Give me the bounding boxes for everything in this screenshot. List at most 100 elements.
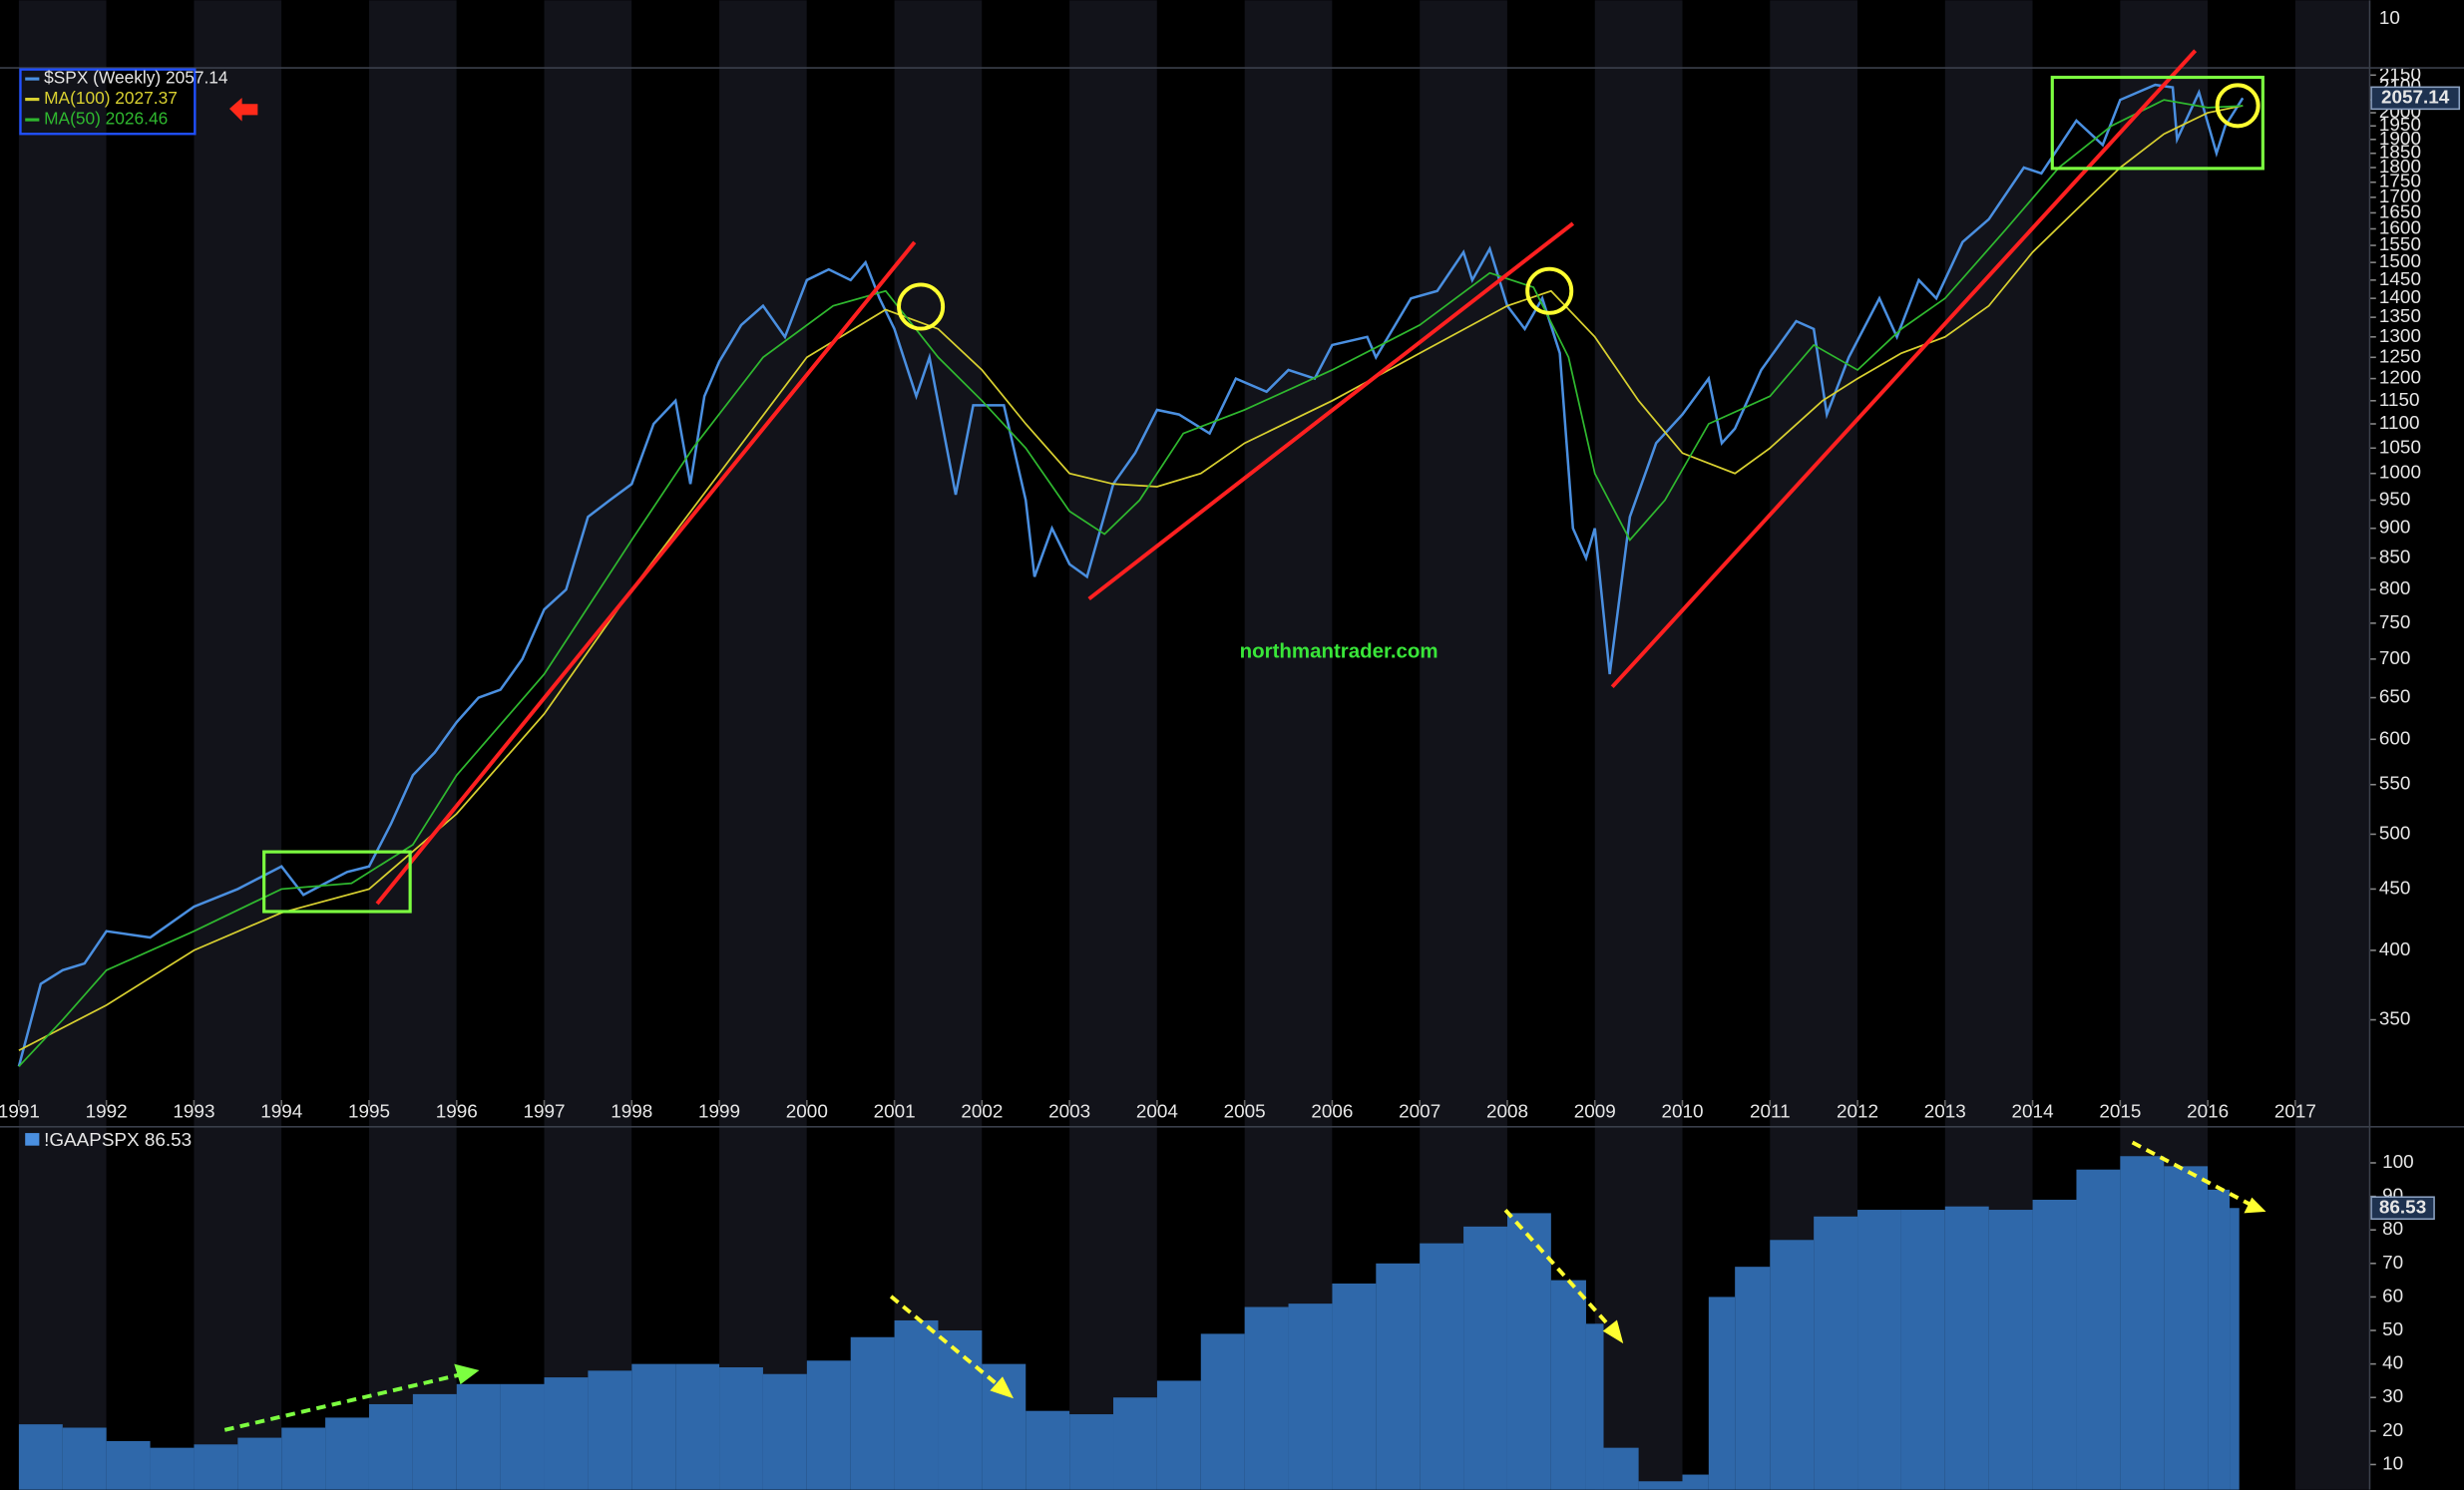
bar <box>106 1440 151 1490</box>
bar <box>500 1383 545 1490</box>
y-tick-label: 1450 <box>2379 269 2421 290</box>
strip-tick-label: 10 <box>2379 8 2400 29</box>
year-band <box>2294 0 2370 1490</box>
x-tick-label: 2015 <box>2099 1102 2141 1123</box>
panel-icon <box>25 1133 40 1146</box>
y-tick-label: 1850 <box>2379 143 2421 164</box>
bar <box>2164 1166 2209 1490</box>
year-band <box>368 0 457 1490</box>
year-band <box>1244 0 1333 1490</box>
bar <box>2120 1156 2165 1490</box>
y-tick-label: 1550 <box>2379 234 2421 255</box>
bar <box>1770 1240 1815 1490</box>
year-band <box>1682 0 1771 1490</box>
y-tick-label: 1650 <box>2379 201 2421 222</box>
bar <box>281 1427 326 1490</box>
y-tick-label: 1100 <box>2379 413 2420 434</box>
bar <box>1463 1226 1507 1490</box>
bar <box>1026 1410 1070 1490</box>
year-band <box>1156 0 1245 1490</box>
y-tick-label: 2150 <box>2379 64 2421 85</box>
bar <box>1244 1306 1289 1490</box>
x-tick-label: 2012 <box>1837 1102 1878 1123</box>
highlight-box <box>2050 75 2264 171</box>
x-tick-label: 2006 <box>1311 1102 1353 1123</box>
x-tick-label: 2014 <box>2012 1102 2054 1123</box>
bar <box>1288 1304 1333 1490</box>
bar <box>1506 1213 1551 1490</box>
year-band <box>456 0 545 1490</box>
y-tick-label: 60 <box>2382 1286 2403 1306</box>
x-tick-label: 2010 <box>1661 1102 1703 1123</box>
bar <box>237 1437 282 1490</box>
y-tick-label: 10 <box>2382 1453 2403 1474</box>
x-tick-label: 2011 <box>1750 1102 1791 1123</box>
x-tick-label: 1998 <box>611 1102 652 1123</box>
trend-line <box>1610 49 2198 689</box>
bar <box>2208 1189 2231 1490</box>
year-band <box>631 0 720 1490</box>
year-band <box>1594 0 1683 1490</box>
y-tick-label: 1250 <box>2379 346 2421 367</box>
x-tick-label: 2007 <box>1399 1102 1440 1123</box>
bar <box>368 1403 413 1490</box>
y-tick-label: 70 <box>2382 1253 2403 1274</box>
bar <box>1420 1243 1464 1490</box>
y-tick-label: 1600 <box>2379 217 2421 238</box>
year-band <box>106 0 195 1490</box>
bar <box>1857 1210 1901 1490</box>
y-tick-label: 1400 <box>2379 287 2421 308</box>
bar <box>2230 1208 2240 1490</box>
moving-average-line <box>18 105 2244 1052</box>
bar <box>1682 1474 1709 1490</box>
y-tick-label: 1200 <box>2379 368 2421 389</box>
bar <box>1988 1210 2033 1490</box>
bar <box>1069 1414 1114 1490</box>
trend-line <box>375 240 917 906</box>
dashed-arrow <box>223 1372 460 1432</box>
x-tick-label: 2008 <box>1486 1102 1528 1123</box>
highlight-circle <box>1525 266 1574 315</box>
bar <box>1113 1397 1157 1490</box>
y-tick-label: 850 <box>2379 548 2411 568</box>
y-tick-label: 1500 <box>2379 251 2421 272</box>
bar <box>1332 1283 1377 1490</box>
bar <box>18 1424 63 1490</box>
x-tick-label: 1992 <box>86 1102 128 1123</box>
bar <box>456 1383 501 1490</box>
y-tick-label: 950 <box>2379 490 2411 511</box>
year-band <box>281 0 369 1490</box>
arrow-head <box>454 1363 480 1385</box>
year-band <box>18 0 107 1490</box>
highlight-box <box>262 850 412 914</box>
bar <box>2076 1169 2121 1490</box>
bar <box>544 1377 589 1490</box>
bar <box>719 1366 763 1490</box>
bar <box>1638 1481 1683 1490</box>
y-tick-label: 350 <box>2379 1009 2411 1030</box>
dashed-arrow <box>2131 1140 2254 1208</box>
legend-label: MA(100) 2027.37 <box>44 88 178 108</box>
bar <box>894 1319 939 1490</box>
annotations <box>223 49 2266 1432</box>
x-tick-label: 2002 <box>961 1102 1003 1123</box>
legend-label: MA(50) 2026.46 <box>44 109 168 129</box>
y-tick-label: 900 <box>2379 518 2411 539</box>
x-tick-label: 2003 <box>1048 1102 1090 1123</box>
y-tick-label: 20 <box>2382 1420 2403 1441</box>
y-tick-label: 1300 <box>2379 326 2421 347</box>
y-tick-label: 50 <box>2382 1319 2403 1340</box>
year-band <box>719 0 807 1490</box>
y-tick-label: 750 <box>2379 612 2411 633</box>
y-tick-label: 1000 <box>2379 463 2421 484</box>
arrow-head <box>990 1376 1015 1399</box>
y-tick-label: 650 <box>2379 687 2411 708</box>
x-tick-label: 2004 <box>1136 1102 1178 1123</box>
y-tick-label: 1750 <box>2379 172 2421 192</box>
x-tick-label: 1994 <box>260 1102 302 1123</box>
bar <box>2032 1199 2077 1490</box>
arrow-head <box>1602 1319 1624 1344</box>
trend-line <box>1087 221 1575 601</box>
moving-average-line <box>18 99 2244 1067</box>
y-tick-label: 450 <box>2379 878 2411 899</box>
